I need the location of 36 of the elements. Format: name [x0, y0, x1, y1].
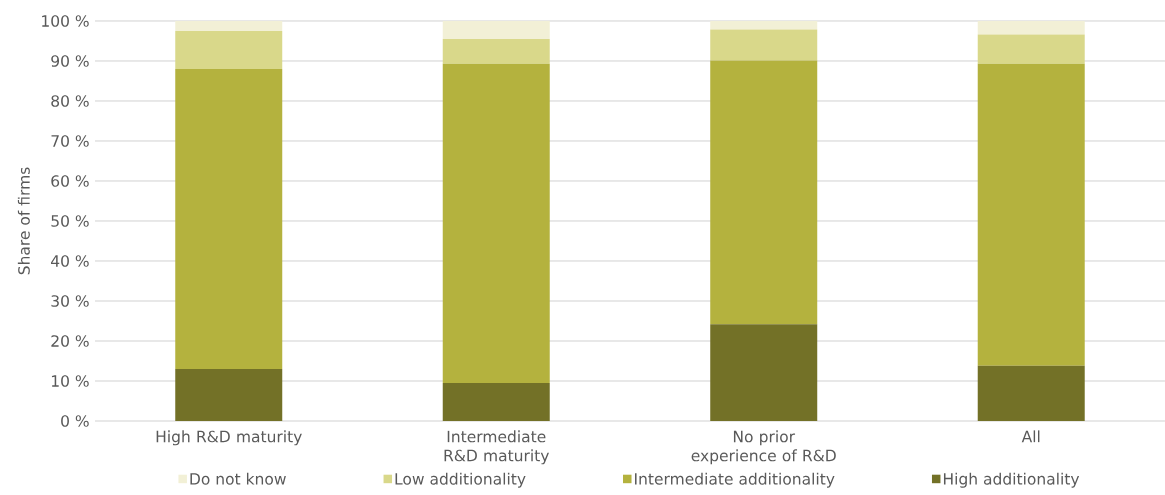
y-axis-title: Share of firms [17, 167, 30, 275]
y-tick-label: 60 % [51, 175, 89, 187]
y-tick-label: 80 % [51, 95, 89, 107]
bar [710, 60, 818, 325]
bar [710, 324, 818, 421]
bar [710, 29, 818, 61]
bar [442, 39, 550, 64]
x-tick-label: Intermediate R&D maturity [444, 430, 549, 465]
bar [977, 63, 1085, 366]
x-tick-label: High R&D maturity [156, 430, 302, 446]
y-tick-label: 100 % [42, 15, 89, 27]
bar [977, 21, 1085, 35]
y-tick-label: 0 % [61, 415, 89, 427]
y-tick-label: 70 % [51, 135, 89, 147]
bar [710, 21, 818, 30]
bar [977, 365, 1085, 421]
y-tick-label: 50 % [51, 215, 89, 227]
x-tick-label: No prior experience of R&D [691, 430, 836, 465]
legend-label: Low additionality [395, 472, 526, 488]
legend-label: Do not know [190, 472, 286, 485]
bar [175, 69, 283, 369]
y-tick-label: 40 % [51, 255, 89, 267]
y-tick-label: 30 % [51, 295, 89, 307]
y-tick-label: 90 % [51, 55, 89, 67]
x-tick-label: All [1021, 430, 1040, 443]
bar [175, 31, 283, 69]
y-tick-label: 10 % [51, 375, 89, 387]
bar [442, 63, 550, 383]
bar [442, 21, 550, 39]
bar [977, 34, 1085, 64]
legend-label: High additionality [943, 472, 1080, 488]
y-tick-label: 20 % [51, 335, 89, 347]
legend-label: Intermediate additionality [635, 472, 835, 488]
bar [175, 369, 283, 421]
bar [175, 21, 283, 31]
bar [442, 383, 550, 421]
